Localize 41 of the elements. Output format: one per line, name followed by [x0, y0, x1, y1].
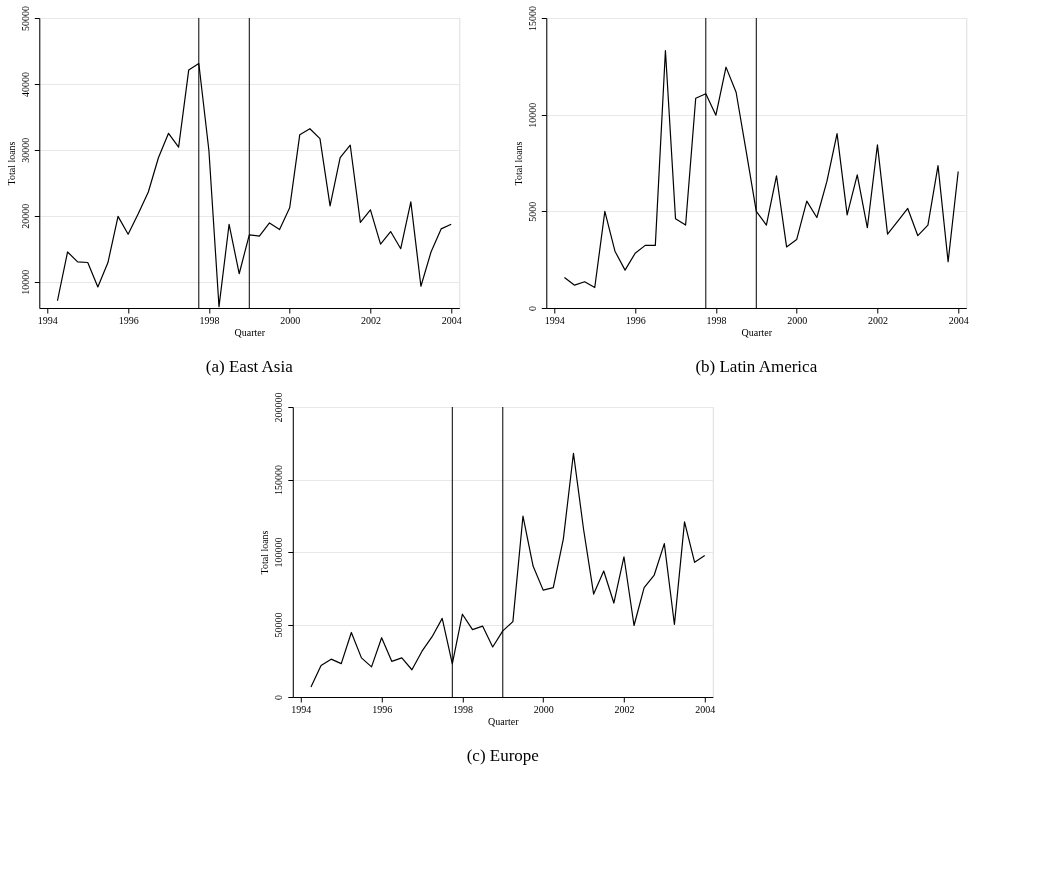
x-axis-title: Quarter [234, 326, 266, 338]
y-axis-title: Total loans [5, 141, 17, 186]
x-tick-label: 1998 [452, 703, 473, 715]
x-tick-label: 2002 [614, 703, 635, 715]
x-tick-label: 1994 [37, 314, 58, 326]
y-tick-label: 100000 [273, 537, 285, 568]
x-axis-title: Quarter [741, 326, 773, 338]
y-tick-label: 50000 [19, 6, 31, 31]
y-tick-label: 200000 [273, 392, 285, 423]
y-axis-title: Total loans [259, 530, 271, 575]
x-tick-label: 2002 [360, 314, 381, 326]
x-axis-title: Quarter [488, 715, 520, 727]
text: (b) Latin America [695, 357, 818, 376]
x-tick-label: 2002 [867, 314, 888, 326]
x-tick-label: 2000 [533, 703, 554, 715]
y-tick-label: 0 [526, 306, 538, 311]
x-tick-label: 1996 [118, 314, 139, 326]
text: (a) East Asia [205, 357, 294, 376]
y-axis-title: Total loans [512, 141, 524, 186]
y-tick-label: 5000 [526, 201, 538, 222]
x-tick-label: 1996 [372, 703, 393, 715]
y-tick-label: 40000 [19, 71, 31, 97]
y-tick-label: 150000 [273, 465, 285, 495]
x-tick-label: 2000 [280, 314, 301, 326]
x-tick-label: 1994 [291, 703, 312, 715]
x-tick-label: 2000 [787, 314, 808, 326]
x-tick-label: 2004 [948, 314, 969, 326]
x-tick-label: 1994 [544, 314, 565, 326]
y-tick-label: 10000 [19, 269, 31, 295]
y-tick-label: 10000 [526, 102, 538, 128]
text: (c) Europe [466, 746, 539, 765]
x-tick-label: 1996 [625, 314, 646, 326]
y-tick-label: 0 [273, 695, 285, 700]
y-tick-label: 15000 [526, 6, 538, 31]
x-tick-label: 2004 [441, 314, 462, 326]
y-tick-label: 20000 [19, 203, 31, 229]
y-tick-label: 50000 [273, 612, 285, 638]
y-tick-label: 30000 [19, 137, 31, 163]
x-tick-label: 1998 [199, 314, 220, 326]
x-tick-label: 1998 [706, 314, 727, 326]
x-tick-label: 2004 [695, 703, 716, 715]
